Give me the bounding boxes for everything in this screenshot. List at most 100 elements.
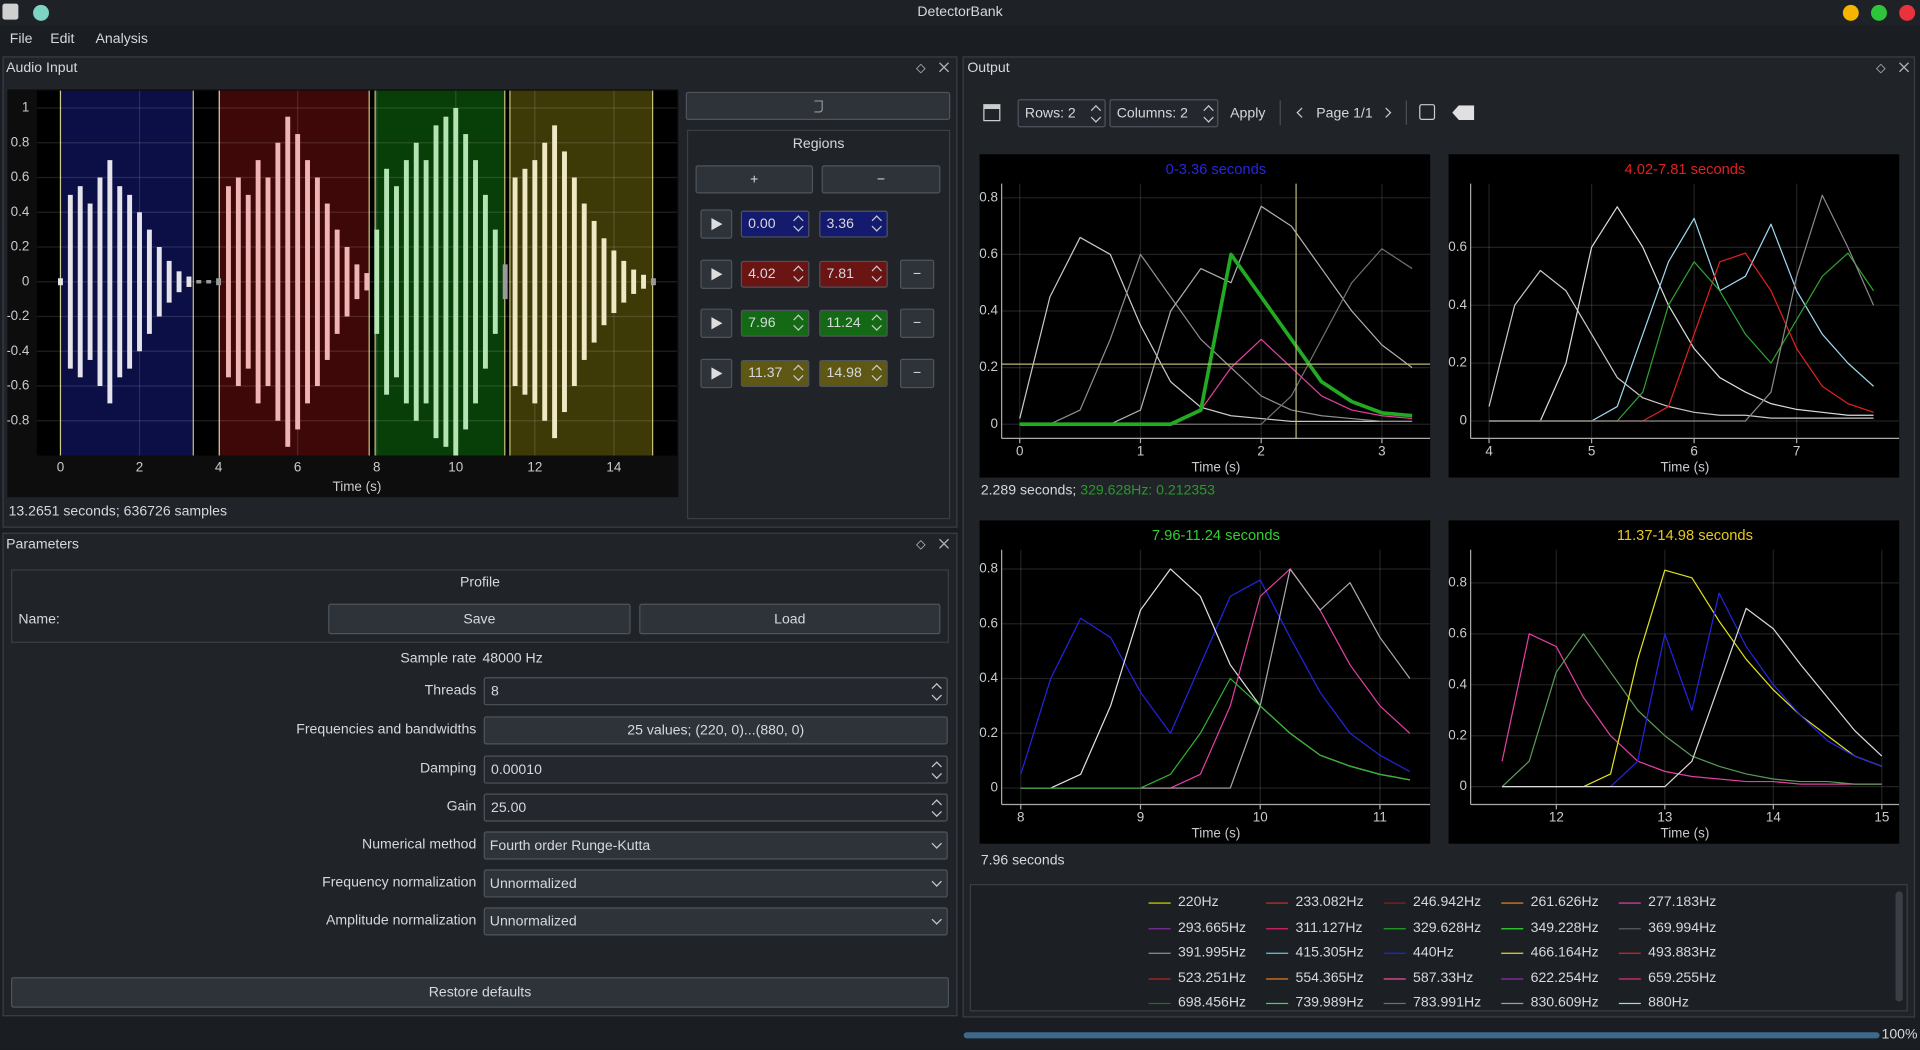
- play-button[interactable]: [700, 308, 733, 338]
- waveform-spike: [67, 194, 73, 369]
- field-combo[interactable]: Unnormalized: [483, 869, 948, 898]
- legend-label: 466.164Hz: [1530, 945, 1599, 960]
- progress-label: 100%: [1881, 1027, 1918, 1043]
- menu-item[interactable]: Analysis: [95, 31, 148, 47]
- apply-button[interactable]: Apply: [1230, 105, 1266, 121]
- field-spin[interactable]: 8: [483, 677, 948, 706]
- legend-swatch: [1383, 977, 1406, 980]
- region-end-spinbox[interactable]: 14.98: [819, 360, 888, 387]
- y-tick-label: 0.2: [11, 239, 30, 254]
- play-button[interactable]: [700, 358, 733, 389]
- region-start-spinbox[interactable]: 7.96: [740, 309, 810, 337]
- series-line: [1489, 252, 1874, 422]
- close-icon[interactable]: [1899, 62, 1909, 73]
- waveform-spike: [433, 125, 439, 439]
- output-plot: 11.37-14.98 seconds 12 13 14 15 0 0.2 0.4 0.6 0.8…: [1448, 520, 1900, 844]
- waveform-spike: [206, 280, 212, 284]
- save-button[interactable]: Save: [328, 603, 631, 635]
- play-button[interactable]: [700, 259, 733, 289]
- waveform-spike: [492, 229, 498, 334]
- layout-icon[interactable]: [983, 104, 1001, 122]
- legend-label: 523.251Hz: [1177, 970, 1247, 986]
- y-tick-label: 0.8: [980, 561, 998, 576]
- rows-spinbox[interactable]: Rows: 2: [1017, 99, 1106, 128]
- legend-label: 277.183Hz: [1648, 895, 1717, 910]
- legend-swatch: [1501, 902, 1524, 905]
- field-label: Damping: [419, 761, 477, 777]
- menu-item[interactable]: File: [9, 31, 33, 47]
- load-button[interactable]: Load: [639, 603, 941, 635]
- panel-title: Output: [967, 61, 1010, 76]
- waveform-spike: [137, 212, 142, 352]
- columns-spinbox[interactable]: Columns: 2: [1109, 99, 1219, 128]
- x-tick-label: 4: [215, 459, 223, 474]
- legend-label: 311.127Hz: [1295, 920, 1363, 935]
- chevron-up: [1296, 107, 1307, 118]
- legend-swatch: [1148, 977, 1171, 980]
- remove-row-button[interactable]: −: [900, 358, 935, 389]
- remove-region-button[interactable]: −: [821, 165, 941, 194]
- clear-icon[interactable]: [1452, 105, 1475, 120]
- waveform-spike: [117, 186, 123, 378]
- legend-label: 659.255Hz: [1648, 970, 1717, 986]
- progress-bar: [963, 1032, 1880, 1039]
- legend-swatch: [1618, 977, 1641, 980]
- field-combo[interactable]: Fourth order Runge-Kutta: [483, 831, 948, 860]
- x-tick-label: 15: [1874, 810, 1889, 825]
- series-line: [1502, 569, 1883, 788]
- close-icon[interactable]: [939, 538, 949, 549]
- field-spin[interactable]: 25.00: [483, 793, 948, 822]
- region-end-spinbox[interactable]: 3.36: [819, 210, 888, 238]
- close-icon[interactable]: [939, 62, 949, 73]
- region-end-spinbox[interactable]: 11.24: [819, 309, 888, 337]
- series-line: [1489, 252, 1875, 422]
- field-button[interactable]: 25 values; (220, 0)...(880, 0): [483, 716, 948, 745]
- remove-row-button[interactable]: −: [900, 308, 935, 338]
- x-tick-label: 4: [1485, 443, 1493, 458]
- region-start-spinbox[interactable]: 0.00: [740, 210, 810, 238]
- y-tick-label: 0.4: [11, 204, 30, 219]
- prev-page-button[interactable]: [1292, 103, 1309, 123]
- minimize-button[interactable]: [1842, 4, 1859, 21]
- waveform-spike: [97, 177, 103, 387]
- x-axis-label: Time (s): [1192, 825, 1241, 840]
- legend-swatch: [1266, 927, 1289, 930]
- restore-defaults-button[interactable]: Restore defaults: [11, 977, 949, 1008]
- waveform-spike: [354, 264, 360, 300]
- music-button[interactable]: [685, 91, 951, 120]
- maximize-button[interactable]: [1871, 4, 1887, 21]
- legend-label: 783.991Hz: [1413, 995, 1482, 1011]
- waveform-spike: [344, 246, 350, 317]
- add-region-button[interactable]: +: [695, 165, 814, 194]
- chevron-up: [1380, 107, 1392, 118]
- legend-box: [969, 884, 1908, 1012]
- legend-label: 493.883Hz: [1648, 945, 1717, 960]
- region-start-spinbox[interactable]: 11.37: [740, 360, 810, 387]
- pin-button[interactable]: [33, 4, 49, 21]
- y-tick-label: 0.6: [1449, 239, 1467, 254]
- cursor-reading: 329.628Hz: 0.212353: [1080, 483, 1215, 499]
- remove-row-button[interactable]: −: [900, 259, 935, 289]
- region-start-spinbox[interactable]: 4.02: [740, 260, 810, 288]
- app-icon: [2, 3, 19, 20]
- menu-item[interactable]: Edit: [50, 31, 75, 47]
- x-tick-label: 8: [1017, 810, 1024, 825]
- y-tick-label: 0.6: [1449, 625, 1467, 640]
- field-value: 48000 Hz: [482, 651, 543, 667]
- save-icon[interactable]: [1419, 104, 1436, 120]
- field-label: Frequencies and bandwidths: [296, 722, 477, 738]
- waveform-spike: [621, 260, 627, 303]
- music-icon: [813, 99, 823, 113]
- field-spin[interactable]: 0.00010: [483, 755, 948, 784]
- close-button[interactable]: [1899, 4, 1916, 21]
- plot-title: 7.96-11.24 seconds: [1152, 528, 1280, 544]
- next-page-button[interactable]: [1379, 103, 1396, 123]
- region-end-spinbox[interactable]: 7.81: [819, 260, 888, 288]
- play-button[interactable]: [700, 209, 733, 239]
- waveform-spike: [186, 276, 192, 287]
- waveform-spike: [542, 142, 548, 421]
- field-combo[interactable]: Unnormalized: [483, 907, 948, 936]
- legend-swatch: [1148, 1002, 1171, 1005]
- series-line: [1502, 592, 1883, 788]
- chevron-down: [1090, 112, 1102, 123]
